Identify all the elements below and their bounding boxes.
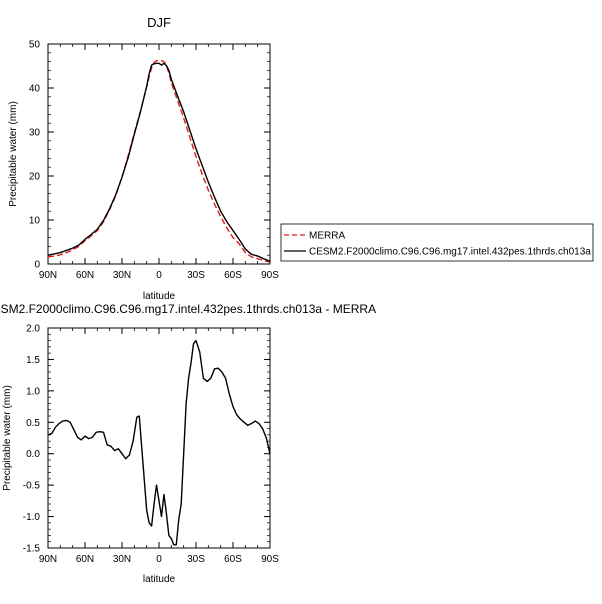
bottom-x-tick-label: 30N <box>113 554 131 565</box>
bottom-y-tick-label: -0.5 <box>23 481 41 492</box>
bottom-x-tick-label: 0 <box>156 554 162 565</box>
bottom-series-lines <box>47 339 271 546</box>
top-ticks: 90N 60N 30N 0 30S 60S 90S 0 10 20 30 40 50 <box>29 40 279 282</box>
top-x-tick-label: 90N <box>39 270 57 281</box>
bottom-y-tick-label: 0.5 <box>26 418 40 429</box>
legend-box <box>280 223 594 262</box>
top-y-tick-label: 10 <box>29 216 41 227</box>
bottom-chart: CESM2.F2000climo.C96.C96.mg17.intel.432p… <box>0 302 376 585</box>
bottom-y-tick-label: 0.0 <box>26 449 40 460</box>
top-y-tick-label: 50 <box>29 40 41 51</box>
bottom-x-tick-label: 90N <box>39 554 57 565</box>
top-y-axis-label: Precipitable water (mm) <box>8 101 19 207</box>
top-series-lines <box>47 60 271 263</box>
top-series-line-1 <box>47 62 271 263</box>
bottom-x-tick-label: 90S <box>261 554 279 565</box>
top-x-tick-label: 60S <box>224 270 242 281</box>
bottom-ticks: 90N 60N 30N 0 30S 60S 90S -1.5 -1.0 -0.5 0.0 0.5 1.0… <box>23 324 279 566</box>
top-x-tick-label: 30N <box>113 270 131 281</box>
top-x-tick-label: 30S <box>187 270 205 281</box>
top-y-tick-label: 20 <box>29 172 41 183</box>
bottom-y-tick-label: 2.0 <box>26 324 40 335</box>
top-x-axis-label: latitude <box>143 291 176 302</box>
top-y-tick-label: 30 <box>29 128 41 139</box>
top-series-line-0 <box>47 60 271 263</box>
bottom-y-tick-label: 1.5 <box>26 355 40 366</box>
legend-label-merra: MERRA <box>309 231 345 242</box>
bottom-y-tick-label: -1.0 <box>23 512 41 523</box>
bottom-y-tick-label: 1.0 <box>26 386 40 397</box>
top-chart: DJF 90N 60N 30N 0 30S 60S 90S 0 10 20 30 40 50 latit… <box>8 15 279 302</box>
legend: MERRA CESM2.F2000climo.C96.C96.mg17.inte… <box>280 223 594 262</box>
top-y-tick-label: 0 <box>34 260 40 271</box>
top-x-tick-label: 60N <box>76 270 94 281</box>
bottom-x-tick-label: 60N <box>76 554 94 565</box>
bottom-x-tick-label: 60S <box>224 554 242 565</box>
top-x-tick-label: 0 <box>156 270 162 281</box>
top-x-tick-label: 90S <box>261 270 279 281</box>
bottom-series-line-0 <box>47 339 271 546</box>
bottom-chart-title: CESM2.F2000climo.C96.C96.mg17.intel.432p… <box>0 302 376 316</box>
bottom-y-axis-label: Precipitable water (mm) <box>2 385 13 491</box>
top-chart-title: DJF <box>147 15 171 30</box>
legend-label-cesm2: CESM2.F2000climo.C96.C96.mg17.intel.432p… <box>309 247 591 258</box>
top-y-tick-label: 40 <box>29 84 41 95</box>
bottom-x-tick-label: 30S <box>187 554 205 565</box>
bottom-y-tick-label: -1.5 <box>23 544 41 555</box>
bottom-x-axis-label: latitude <box>143 574 176 585</box>
